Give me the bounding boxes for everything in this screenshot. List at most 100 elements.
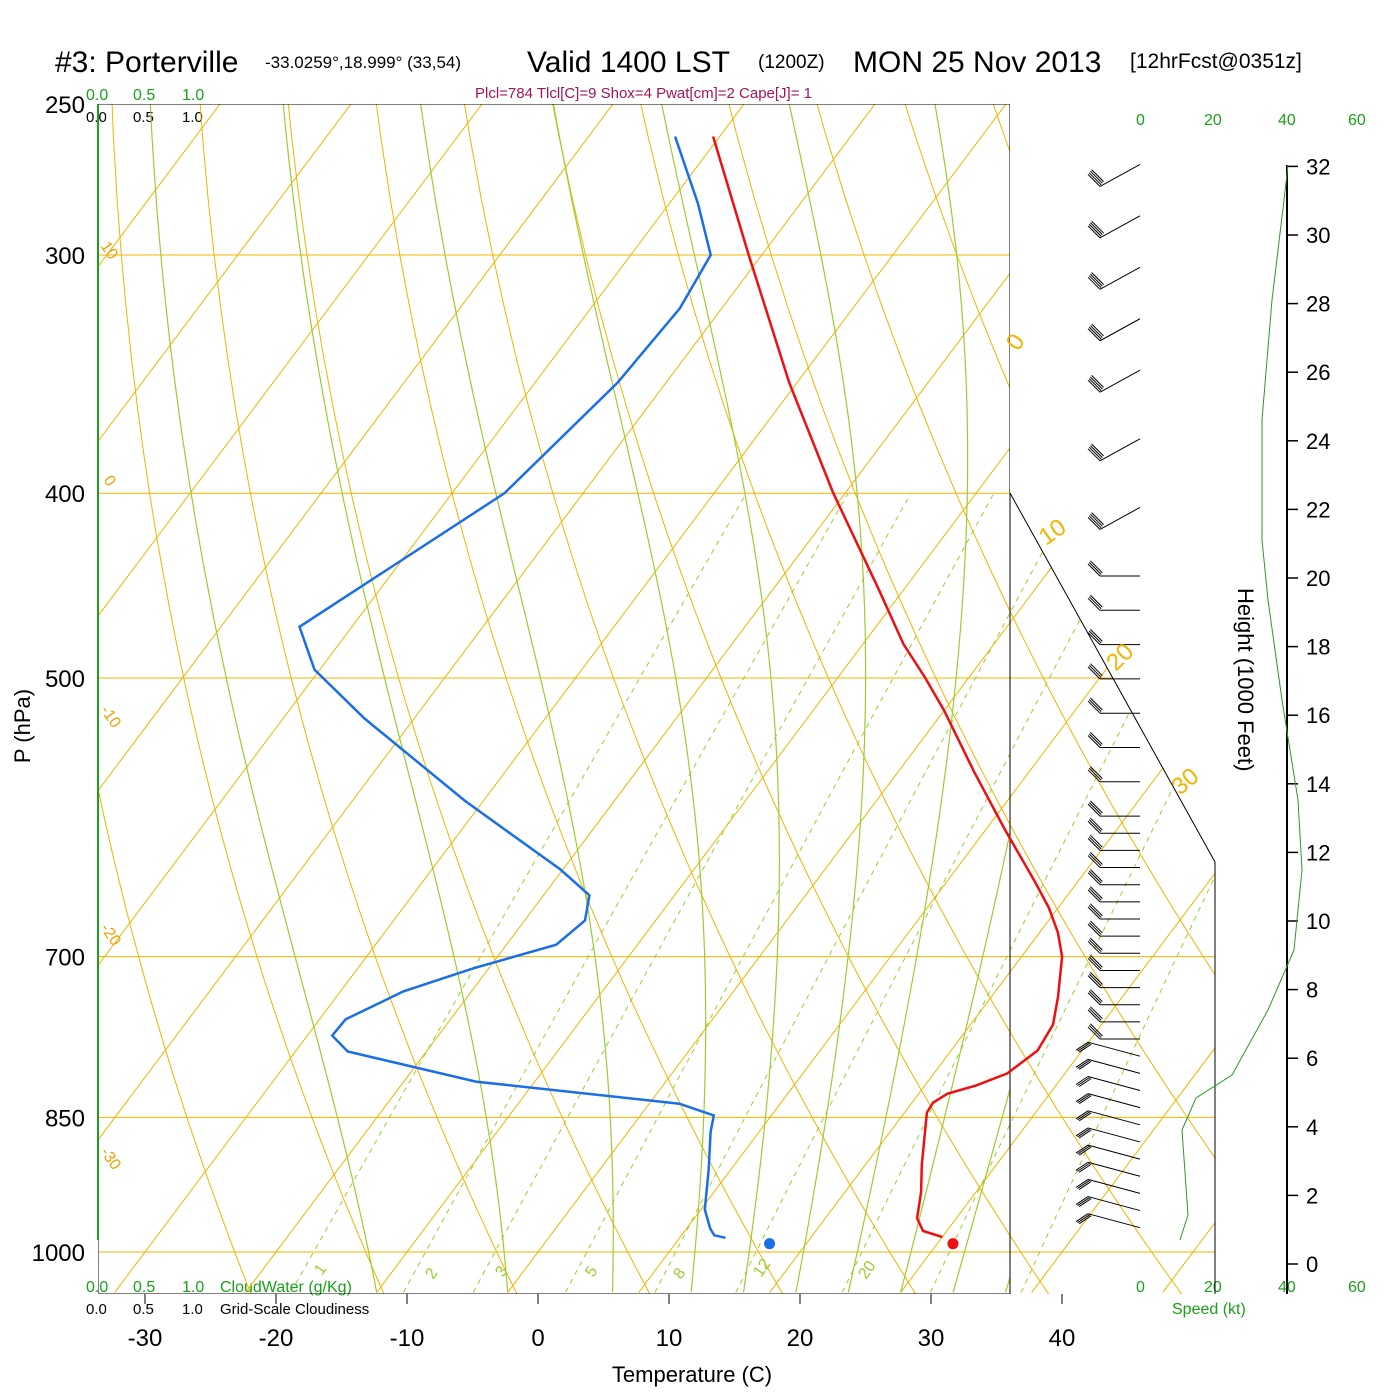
wind-barb-flag <box>1090 325 1103 338</box>
wind-barb <box>1087 318 1141 342</box>
wind-barb <box>1087 989 1140 1006</box>
mixing-ratio-label: 8 <box>670 1265 689 1282</box>
dry-adiabat-line <box>98 104 255 1294</box>
pressure-tick-label: 1000 <box>32 1240 85 1267</box>
wind-barb-flag <box>1088 562 1102 575</box>
mixing-ratio-label: 20 <box>855 1258 879 1282</box>
wind-barb-flag <box>1088 378 1102 391</box>
wind-barb-flag <box>1087 923 1101 937</box>
cloud-scale-bottom-black-0: 0.0 <box>86 1301 107 1318</box>
wind-barb-flag <box>1077 1111 1090 1121</box>
wind-barb-flag <box>1090 954 1103 968</box>
temperature-tick-label: -30 <box>128 1325 163 1352</box>
wind-barb <box>1075 1127 1141 1143</box>
wind-barb-flag <box>1090 989 1103 1002</box>
temperature-tick-label: 40 <box>1049 1325 1076 1352</box>
wind-barb-flag <box>1090 903 1103 917</box>
temperature-tick-label: 30 <box>918 1325 945 1352</box>
wind-barb-flag <box>1090 445 1103 458</box>
surface-temperature-dot <box>947 1238 959 1250</box>
height-tick-label: 0 <box>1306 1252 1318 1277</box>
wind-barb <box>1087 817 1140 834</box>
wind-barb-flag <box>1087 1026 1101 1040</box>
wind-barb-shaft <box>1099 438 1141 462</box>
mixing-ratio-line <box>735 492 1147 1293</box>
wind-barb <box>1087 697 1140 714</box>
wind-barb-flag <box>1075 1093 1089 1103</box>
wind-barb-flag <box>1087 517 1101 530</box>
moist-adiabat-line <box>399 104 614 1293</box>
wind-barb-flag <box>1088 905 1102 918</box>
wind-barb-flag <box>1075 1144 1089 1154</box>
wind-barb <box>1087 869 1140 886</box>
sounding-profiles <box>297 136 1064 1250</box>
plot-frame <box>98 104 1011 1294</box>
wind-barb-flag <box>1087 975 1101 988</box>
mixing-ratio-label: 1 <box>311 1261 330 1278</box>
wind-speed-curve <box>1179 164 1303 1241</box>
dry-adiabat-line <box>439 104 921 1294</box>
wind-barb-flag <box>1088 956 1102 970</box>
wind-barb-flag <box>1087 597 1101 611</box>
pressure-tick-label: 250 <box>45 92 85 119</box>
isotherm-line <box>98 104 359 1293</box>
cloud-scale-top-green-0: 0.0 <box>86 87 108 104</box>
wind-barb-flag <box>1078 1095 1092 1105</box>
speed-scale-top-3: 60 <box>1348 112 1366 129</box>
cloudwater-label: CloudWater (g/Kg) <box>220 1279 352 1296</box>
isotherm-label: 30 <box>1167 763 1205 801</box>
cloud-scale-bottom-green-1: 0.5 <box>133 1279 155 1296</box>
wind-barb-flag <box>1087 820 1101 834</box>
wind-barb <box>1087 800 1140 817</box>
temperature-tick-label: 0 <box>531 1325 544 1352</box>
wind-barb-flag <box>1088 326 1102 340</box>
wind-barb-flag <box>1088 733 1102 747</box>
wind-barb-flag <box>1090 920 1103 934</box>
wind-barb-flag <box>1088 836 1102 850</box>
wind-barb-flag <box>1087 1009 1101 1023</box>
wind-barb <box>1087 954 1140 971</box>
wind-barb-flag <box>1090 817 1103 831</box>
moist-adiabat-line <box>627 104 780 1293</box>
wind-barb-flag <box>1077 1059 1090 1069</box>
dry-adiabat-line <box>521 104 1054 1294</box>
wind-barb-flag <box>1088 223 1102 237</box>
wind-barb-shaft <box>1099 163 1141 187</box>
wind-barb-flag <box>1078 1146 1092 1156</box>
wind-barb-shaft <box>1099 215 1141 239</box>
height-tick-label: 28 <box>1306 292 1330 317</box>
height-tick-label: 18 <box>1306 635 1330 660</box>
dry-adiabat-line <box>687 104 1215 1294</box>
isotherm-line <box>900 104 1215 1293</box>
cloud-scale-bottom-black-2: 1.0 <box>182 1301 203 1318</box>
wind-barb-flag <box>1088 819 1102 833</box>
wind-barb-flag <box>1075 1041 1089 1051</box>
wind-barb-shaft <box>1087 1144 1141 1160</box>
isotherm-label: -10 <box>97 703 124 732</box>
wind-barb-flag <box>1087 769 1101 783</box>
wind-barb-flag <box>1088 922 1102 935</box>
wind-barb-flag <box>1088 853 1102 867</box>
wind-barb-flag <box>1090 629 1103 642</box>
station-title: #3: Porterville <box>55 46 238 79</box>
isotherm-label: 0 <box>100 473 119 490</box>
dry-adiabat-line <box>1017 104 1215 1294</box>
wind-barb-flag <box>1077 1077 1090 1086</box>
wind-barb <box>1087 972 1140 989</box>
wind-barb-flag <box>1088 596 1102 610</box>
speed-scale-top-2: 40 <box>1278 112 1296 129</box>
wind-barb <box>1087 851 1140 869</box>
moist-adiabat-line <box>847 104 969 1293</box>
wind-barb <box>1087 369 1141 393</box>
wind-barb-shaft <box>1087 1196 1141 1212</box>
wind-barb-flag <box>1090 869 1103 882</box>
wind-barb-shaft <box>1087 1161 1141 1177</box>
cloud-scale-bottom: 0.0 0.5 1.0 CloudWater (g/Kg) 0.0 0.5 1.… <box>86 1279 369 1318</box>
wind-barb <box>1087 266 1141 290</box>
dry-adiabat-line <box>191 104 521 1294</box>
wind-barb-flag <box>1087 735 1101 748</box>
dry-adiabat-line <box>1183 104 1215 1294</box>
wind-barb-flag <box>1091 443 1104 457</box>
